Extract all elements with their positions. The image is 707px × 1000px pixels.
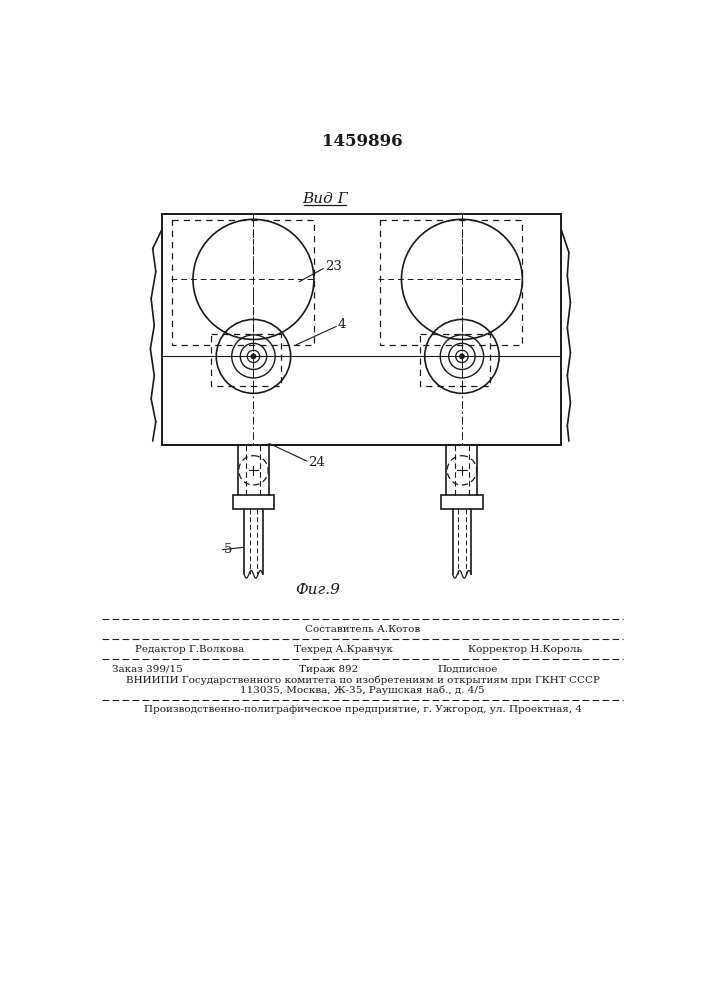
- Text: Подписное: Подписное: [437, 665, 498, 674]
- Bar: [380, 220, 522, 345]
- Text: Тираж 892: Тираж 892: [299, 665, 358, 674]
- Text: 4: 4: [338, 318, 346, 331]
- Text: 5: 5: [224, 543, 233, 556]
- Text: Техред А.Кравчук: Техред А.Кравчук: [293, 645, 392, 654]
- Bar: [420, 334, 490, 386]
- Bar: [162, 214, 561, 445]
- Text: Составитель А.Котов: Составитель А.Котов: [305, 625, 421, 634]
- Bar: [211, 334, 281, 386]
- Bar: [233, 495, 274, 509]
- Circle shape: [251, 354, 256, 359]
- Text: Производственно-полиграфическое предприятие, г. Ужгород, ул. Проектная, 4: Производственно-полиграфическое предприя…: [144, 705, 582, 714]
- Text: ВНИИПИ Государственного комитета по изобретениям и открытиям при ГКНТ СССР: ВНИИПИ Государственного комитета по изоб…: [126, 676, 600, 685]
- Text: 23: 23: [325, 260, 341, 273]
- Bar: [441, 495, 483, 509]
- Text: 113035, Москва, Ж-35, Раушская наб., д. 4/5: 113035, Москва, Ж-35, Раушская наб., д. …: [240, 686, 485, 695]
- Bar: [172, 220, 314, 345]
- Text: Корректор Н.Король: Корректор Н.Король: [468, 645, 583, 654]
- Text: Вид Г: Вид Г: [302, 192, 348, 206]
- Circle shape: [460, 354, 464, 359]
- Text: 1459896: 1459896: [322, 133, 403, 150]
- Text: Редактор Г.Волкова: Редактор Г.Волкова: [135, 645, 244, 654]
- Text: Заказ 399/15: Заказ 399/15: [112, 665, 182, 674]
- Text: Фиг.9: Фиг.9: [296, 583, 340, 597]
- Text: 24: 24: [308, 456, 325, 469]
